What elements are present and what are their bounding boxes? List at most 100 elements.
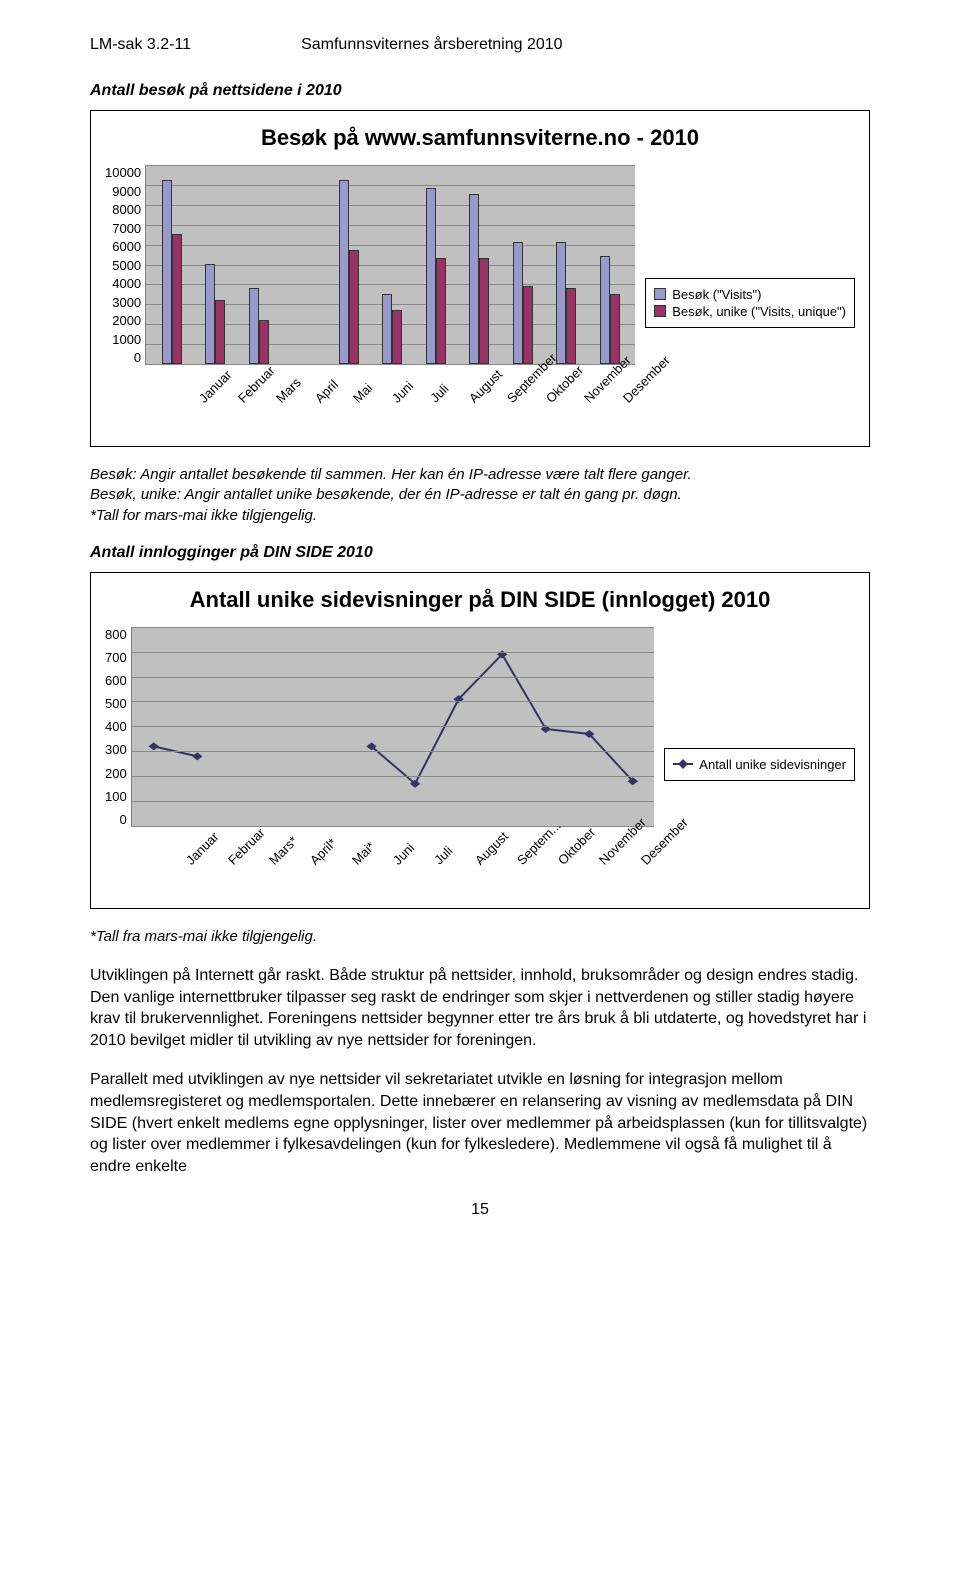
bar [392, 310, 402, 364]
line-marker [192, 752, 202, 760]
y-tick-label: 0 [119, 812, 126, 827]
bar [162, 180, 172, 364]
bar-chart-plot-wrap: 1000090008000700060005000400030002000100… [105, 165, 635, 440]
line-path [154, 654, 633, 783]
bar-x-labels: JanuarFebruarMarsAprilMaiJuniJuliAugustS… [145, 369, 635, 384]
line-chart-plot-wrap: 800 700 600 500 400 300 200 100 0 JanuarFebruarM… [105, 627, 654, 902]
page: LM-sak 3.2-11 Samfunnsviternes årsberetn… [0, 0, 960, 1249]
bar-group [339, 180, 359, 364]
bar [523, 286, 533, 364]
page-number: 15 [90, 1201, 870, 1219]
section2-title: Antall innlogginger på DIN SIDE 2010 [90, 544, 870, 562]
y-tick-label: 6000 [112, 239, 141, 254]
y-tick-label: 1000 [112, 332, 141, 347]
line-legend: Antall unike sidevisninger [664, 748, 855, 781]
y-tick-label: 200 [105, 766, 127, 781]
bar [215, 300, 225, 364]
bar [349, 250, 359, 364]
y-tick-label: 5000 [112, 258, 141, 273]
bar-group [205, 264, 225, 364]
line-x-labels: JanuarFebruarMars*April*Mai*JuniJuliAugu… [131, 831, 655, 846]
legend-item-pageviews: Antall unike sidevisninger [673, 757, 846, 772]
grid-line [132, 776, 655, 777]
y-tick-label: 800 [105, 627, 127, 642]
bar-group [382, 294, 402, 364]
bar-group [600, 256, 620, 364]
grid-line [146, 364, 635, 365]
bar-chart-box: Besøk på www.samfunnsviterne.no - 2010 1… [90, 110, 870, 447]
bar [610, 294, 620, 364]
bar [566, 288, 576, 364]
body-paragraph-2: Parallelt med utviklingen av nye nettsid… [90, 1069, 870, 1177]
line-plot-area [131, 627, 655, 827]
bar [339, 180, 349, 364]
bar [249, 288, 259, 364]
legend-label-visits: Besøk ("Visits") [672, 287, 761, 302]
legend-label-unique: Besøk, unike ("Visits, unique") [672, 304, 846, 319]
legend-swatch-visits [654, 288, 666, 300]
y-tick-label: 8000 [112, 202, 141, 217]
legend-item-unique: Besøk, unike ("Visits, unique") [654, 304, 846, 319]
bars-container [146, 165, 635, 364]
bar-group [469, 194, 489, 364]
grid-line [132, 652, 655, 653]
y-tick-label: 9000 [112, 184, 141, 199]
bar-legend: Besøk ("Visits") Besøk, unike ("Visits, … [645, 278, 855, 328]
y-tick-label: 4000 [112, 276, 141, 291]
y-tick-label: 300 [105, 742, 127, 757]
bar-plot-area [145, 165, 635, 365]
grid-line [132, 701, 655, 702]
legend-marker-icon [673, 759, 693, 769]
section1-note: Besøk: Angir antallet besøkende til samm… [90, 465, 870, 526]
bar-group [513, 242, 533, 364]
grid-line [132, 627, 655, 628]
grid-line [132, 677, 655, 678]
bar [436, 258, 446, 364]
section1-title: Antall besøk på nettsidene i 2010 [90, 82, 870, 100]
y-tick-label: 3000 [112, 295, 141, 310]
section2-note: *Tall fra mars-mai ikke tilgjengelig. [90, 927, 870, 947]
legend-swatch-unique [654, 305, 666, 317]
bar [479, 258, 489, 364]
body-paragraph-1: Utviklingen på Internett går raskt. Både… [90, 965, 870, 1051]
bar [382, 294, 392, 364]
line-chart-box: Antall unike sidevisninger på DIN SIDE (… [90, 572, 870, 909]
grid-line [132, 751, 655, 752]
bar [556, 242, 566, 364]
bar-group [162, 180, 182, 364]
line-chart-title: Antall unike sidevisninger på DIN SIDE (… [105, 587, 855, 613]
line-y-axis: 800 700 600 500 400 300 200 100 0 [105, 627, 131, 827]
bar [259, 320, 269, 364]
y-tick-label: 600 [105, 673, 127, 688]
line-marker [148, 742, 158, 750]
header-right: Samfunnsviternes årsberetning 2010 [301, 36, 563, 54]
grid-line [132, 826, 655, 827]
bar-y-axis: 1000090008000700060005000400030002000100… [105, 165, 145, 365]
bar [513, 242, 523, 364]
y-tick-label: 700 [105, 650, 127, 665]
line-chart-row: 800 700 600 500 400 300 200 100 0 JanuarFebruarM… [105, 627, 855, 902]
grid-line [132, 726, 655, 727]
bar-group [556, 242, 576, 364]
y-tick-label: 0 [134, 350, 141, 365]
y-tick-label: 400 [105, 719, 127, 734]
bar [205, 264, 215, 364]
bar-group [426, 188, 446, 364]
page-header: LM-sak 3.2-11 Samfunnsviternes årsberetn… [90, 36, 870, 54]
header-left: LM-sak 3.2-11 [90, 36, 191, 54]
y-tick-label: 100 [105, 789, 127, 804]
y-tick-label: 500 [105, 696, 127, 711]
y-tick-label: 2000 [112, 313, 141, 328]
bar-chart-row: 1000090008000700060005000400030002000100… [105, 165, 855, 440]
legend-label-pageviews: Antall unike sidevisninger [699, 757, 846, 772]
grid-line [132, 801, 655, 802]
bar [172, 234, 182, 364]
legend-item-visits: Besøk ("Visits") [654, 287, 846, 302]
bar-chart-title: Besøk på www.samfunnsviterne.no - 2010 [105, 125, 855, 151]
bar [469, 194, 479, 364]
bar [426, 188, 436, 364]
bar-group [249, 288, 269, 364]
y-tick-label: 7000 [112, 221, 141, 236]
y-tick-label: 10000 [105, 165, 141, 180]
bar [600, 256, 610, 364]
